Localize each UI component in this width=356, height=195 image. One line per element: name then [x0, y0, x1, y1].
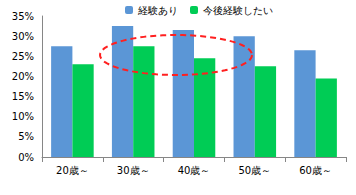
- svg-text:20歳～: 20歳～: [56, 165, 89, 176]
- svg-text:60歳～: 60歳～: [299, 165, 332, 176]
- svg-text:20%: 20%: [12, 71, 34, 82]
- svg-text:50歳～: 50歳～: [238, 165, 271, 176]
- svg-text:0%: 0%: [18, 152, 34, 163]
- svg-text:30%: 30%: [12, 31, 34, 42]
- svg-text:5%: 5%: [18, 131, 34, 142]
- svg-text:30歳～: 30歳～: [117, 165, 150, 176]
- svg-text:40歳～: 40歳～: [178, 165, 211, 176]
- svg-text:10%: 10%: [12, 111, 34, 122]
- svg-text:経験あり: 経験あり: [137, 5, 178, 16]
- svg-text:今後経験したい: 今後経験したい: [203, 5, 273, 16]
- svg-text:35%: 35%: [12, 11, 34, 22]
- svg-text:25%: 25%: [12, 51, 34, 62]
- svg-text:15%: 15%: [12, 91, 34, 102]
